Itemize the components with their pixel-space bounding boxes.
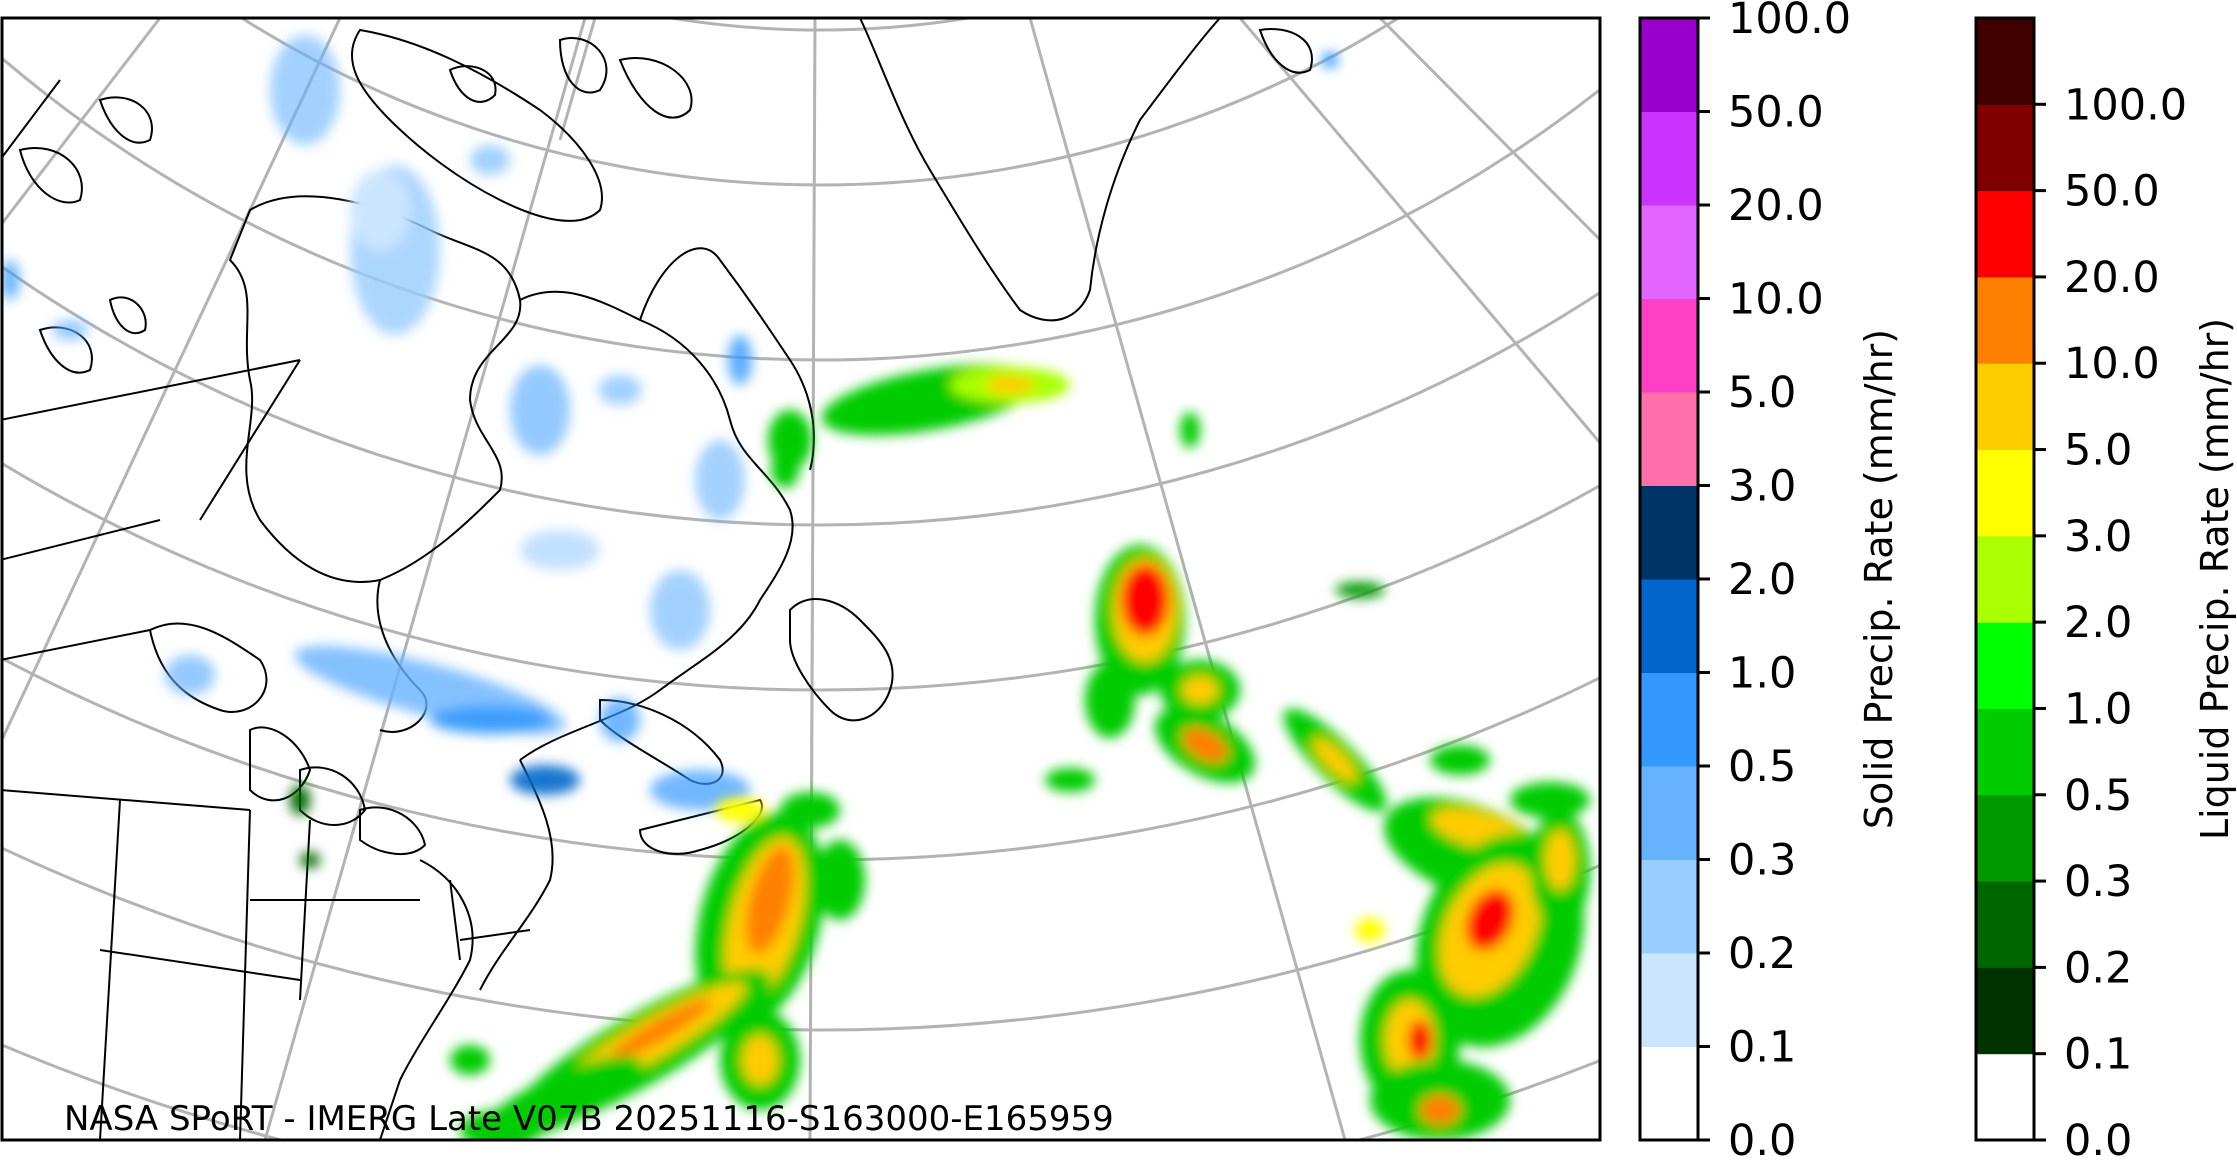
liquid-colorbar-tick-label: 20.0	[2064, 253, 2160, 303]
solid-colorbar-segment	[1640, 485, 1698, 580]
solid-precip-field	[2, 35, 1338, 810]
solid-colorbar-tick-label: 2.0	[1728, 555, 1796, 605]
solid-colorbar-tick-label: 100.0	[1728, 0, 1851, 44]
liquid-colorbar-title: Liquid Precip. Rate (mm/hr)	[2193, 318, 2237, 840]
liquid-colorbar-tick-label: 1.0	[2064, 684, 2132, 734]
liquid-colorbar-tick-label: 10.0	[2064, 339, 2160, 389]
liquid-colorbar-tick-label: 0.3	[2064, 857, 2132, 907]
liquid-colorbar: 0.0 0.1 0.2 0.3 0.5 1.0 2.0 3.0 5.0 10.0 20.0 50.0 1…	[1974, 16, 2237, 1166]
solid-colorbar-tick-label: 0.3	[1728, 836, 1796, 886]
solid-colorbar-segment	[1640, 579, 1698, 673]
liquid-colorbar-segment	[1976, 104, 2034, 192]
solid-colorbar-segment	[1640, 205, 1698, 299]
liquid-colorbar-segment	[1976, 449, 2034, 537]
solid-colorbar-segment	[1640, 1046, 1698, 1141]
liquid-colorbar-segment	[1976, 276, 2034, 364]
liquid-colorbar-tick-label: 0.5	[2064, 771, 2132, 821]
liquid-colorbar-segment	[1976, 708, 2034, 796]
liquid-colorbar-segment	[1976, 622, 2034, 709]
liquid-colorbar-segment	[1976, 363, 2034, 451]
liquid-colorbar-tick-label: 0.1	[2064, 1030, 2132, 1080]
liquid-colorbar-segment	[1976, 794, 2034, 882]
liquid-colorbar-tick-label: 0.2	[2064, 943, 2132, 993]
solid-colorbar-segment	[1640, 859, 1698, 954]
solid-colorbar-tick-label: 1.0	[1728, 649, 1796, 699]
liquid-colorbar-segment	[1976, 18, 2034, 105]
solid-colorbar-tick-label: 3.0	[1728, 462, 1796, 512]
liquid-colorbar-tick-label: 50.0	[2064, 167, 2160, 217]
map-frame	[0, 16, 1602, 1142]
credit-text: NASA SPoRT - IMERG Late V07B 20251116-S1…	[64, 1099, 1114, 1139]
solid-colorbar-segment	[1640, 111, 1698, 206]
solid-colorbar-segment	[1640, 18, 1698, 112]
liquid-colorbar-segment	[1976, 1053, 2034, 1141]
solid-colorbar-tick-label: 0.5	[1728, 742, 1796, 792]
liquid-colorbar-segment	[1976, 535, 2034, 623]
solid-colorbar-tick-label: 10.0	[1728, 275, 1824, 325]
solid-colorbar-segment	[1640, 672, 1698, 767]
solid-colorbar-tick-label: 0.0	[1728, 1116, 1796, 1166]
solid-colorbar-tick-label: 20.0	[1728, 181, 1824, 231]
solid-colorbar-tick-label: 50.0	[1728, 88, 1824, 138]
solid-colorbar-title: Solid Precip. Rate (mm/hr)	[1857, 329, 1901, 829]
solid-colorbar-segment	[1640, 298, 1698, 393]
liquid-colorbar-tick-label: 100.0	[2064, 80, 2187, 130]
liquid-colorbar-tick-label: 0.0	[2064, 1116, 2132, 1166]
liquid-colorbar-segment	[1976, 190, 2034, 278]
liquid-colorbar-segment	[1976, 881, 2034, 968]
solid-colorbar-segment	[1640, 953, 1698, 1047]
liquid-colorbar-tick-label: 2.0	[2064, 598, 2132, 648]
solid-colorbar: 0.0 0.1 0.2 0.3 0.5 1.0 2.0 3.0 5.0 10.0 20.0 50.0 1…	[1638, 0, 1901, 1166]
liquid-colorbar-tick-label: 5.0	[2064, 426, 2132, 476]
solid-colorbar-tick-label: 0.1	[1728, 1023, 1796, 1073]
solid-colorbar-tick-label: 5.0	[1728, 368, 1796, 418]
liquid-precip-field	[290, 364, 1590, 1140]
liquid-colorbar-frame	[1974, 16, 2036, 1142]
solid-colorbar-segment	[1640, 766, 1698, 860]
solid-colorbar-segment	[1640, 392, 1698, 486]
liquid-colorbar-tick-label: 3.0	[2064, 512, 2132, 562]
solid-colorbar-tick-label: 0.2	[1728, 929, 1796, 979]
liquid-colorbar-segment	[1976, 967, 2034, 1055]
